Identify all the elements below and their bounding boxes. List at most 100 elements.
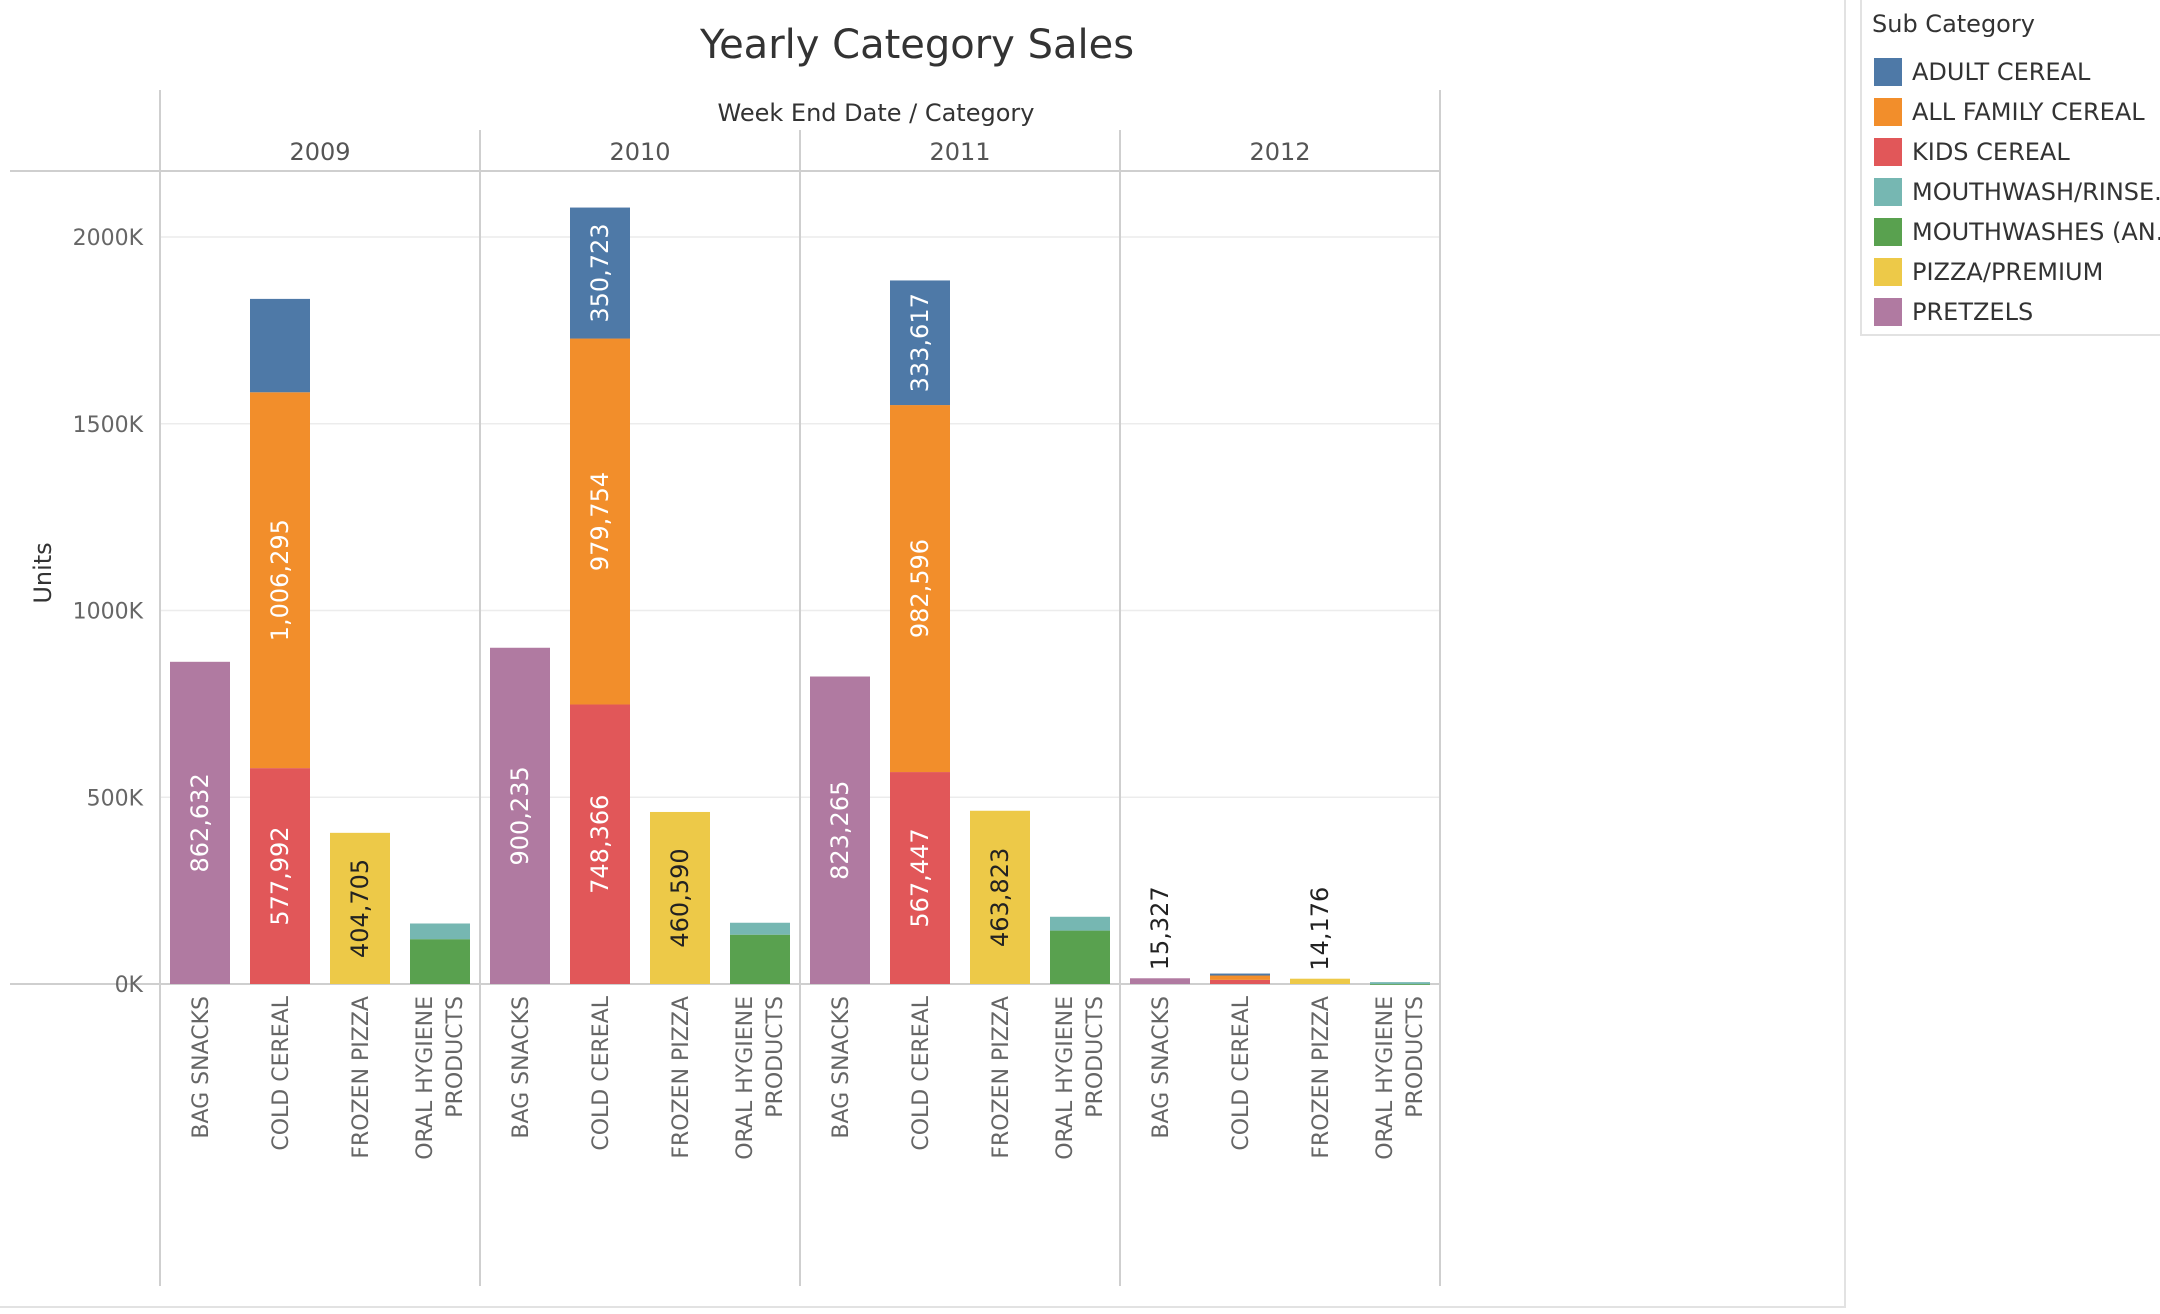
year-header: 2011 bbox=[929, 138, 990, 166]
data-label: 862,632 bbox=[186, 773, 214, 872]
bar-segment bbox=[410, 923, 470, 940]
year-header: 2010 bbox=[609, 138, 670, 166]
category-label: PRODUCTS bbox=[1403, 996, 1428, 1118]
chart-title: Yearly Category Sales bbox=[699, 22, 1134, 68]
legend-item[interactable]: ADULT CEREAL bbox=[1868, 56, 2160, 88]
legend-label: ADULT CEREAL bbox=[1912, 58, 2091, 86]
bar-segment bbox=[570, 704, 630, 984]
bar-segment bbox=[810, 676, 870, 984]
category-label: ORAL HYGIENE bbox=[733, 996, 758, 1160]
category-label: PRODUCTS bbox=[443, 996, 468, 1118]
category-label: BAG SNACKS bbox=[509, 996, 534, 1139]
category-label: BAG SNACKS bbox=[829, 996, 854, 1139]
category-label: BAG SNACKS bbox=[189, 996, 214, 1139]
category-label: ORAL HYGIENE bbox=[413, 996, 438, 1160]
bar-segment bbox=[1370, 982, 1430, 985]
bar-segment bbox=[410, 939, 470, 984]
legend-swatch bbox=[1874, 178, 1902, 206]
bar-segment bbox=[890, 405, 950, 773]
bar-segment bbox=[1290, 978, 1350, 984]
bar-segment bbox=[250, 392, 310, 769]
legend-item[interactable]: ALL FAMILY CEREAL bbox=[1868, 96, 2160, 128]
y-axis-label: Units bbox=[29, 542, 57, 603]
bar-segment bbox=[170, 661, 230, 984]
category-label: BAG SNACKS bbox=[1149, 996, 1174, 1139]
bar-segment bbox=[730, 934, 790, 984]
legend-item[interactable]: PRETZELS bbox=[1868, 296, 2160, 328]
bar-segment bbox=[730, 922, 790, 935]
legend-swatch bbox=[1874, 218, 1902, 246]
y-tick-label: 2000K bbox=[73, 226, 144, 251]
bar-segment bbox=[1050, 916, 1110, 931]
data-label: 567,447 bbox=[906, 828, 934, 927]
column-header: Week End Date / Category bbox=[718, 99, 1035, 127]
legend-swatch bbox=[1874, 98, 1902, 126]
bar-segment bbox=[570, 338, 630, 705]
category-label: PRODUCTS bbox=[763, 996, 788, 1118]
legend-label: KIDS CEREAL bbox=[1912, 138, 2070, 166]
category-label: FROZEN PIZZA bbox=[349, 996, 374, 1159]
chart-area: Yearly Category Sales Week End Date / Ca… bbox=[0, 0, 1846, 1308]
category-label: FROZEN PIZZA bbox=[989, 996, 1014, 1159]
data-label: 404,705 bbox=[346, 859, 374, 958]
data-label: 900,235 bbox=[506, 766, 534, 865]
bar-segment bbox=[250, 768, 310, 984]
data-label: 979,754 bbox=[586, 472, 614, 571]
bar-segment bbox=[890, 280, 950, 406]
legend-item[interactable]: MOUTHWASHES (AN.. bbox=[1868, 216, 2160, 248]
category-label: FROZEN PIZZA bbox=[669, 996, 694, 1159]
bar-segment bbox=[890, 772, 950, 984]
bar-chart: Yearly Category Sales Week End Date / Ca… bbox=[10, 22, 1441, 1286]
category-label: ORAL HYGIENE bbox=[1373, 996, 1398, 1160]
bar-segment bbox=[970, 810, 1030, 984]
data-label: 350,723 bbox=[586, 223, 614, 322]
y-tick-label: 0K bbox=[115, 973, 144, 998]
legend-title: Sub Category bbox=[1872, 10, 2035, 38]
category-label: COLD CEREAL bbox=[589, 995, 614, 1150]
legend-label: PRETZELS bbox=[1912, 298, 2034, 326]
category-label: COLD CEREAL bbox=[909, 995, 934, 1150]
legend-label: MOUTHWASH/RINSE.. bbox=[1912, 178, 2160, 206]
data-label: 1,006,295 bbox=[266, 519, 294, 641]
data-label: 982,596 bbox=[906, 539, 934, 638]
data-label: 748,366 bbox=[586, 795, 614, 894]
bar-segment bbox=[250, 298, 310, 393]
legend-swatch bbox=[1874, 258, 1902, 286]
y-tick-label: 500K bbox=[87, 786, 144, 811]
bar-segment bbox=[650, 811, 710, 984]
legend-swatch bbox=[1874, 58, 1902, 86]
legend-item[interactable]: KIDS CEREAL bbox=[1868, 136, 2160, 168]
legend: Sub Category ADULT CEREAL ALL FAMILY CERE… bbox=[1860, 0, 2160, 336]
legend-label: ALL FAMILY CEREAL bbox=[1912, 98, 2145, 126]
category-label: COLD CEREAL bbox=[269, 995, 294, 1150]
category-label: PRODUCTS bbox=[1083, 996, 1108, 1118]
category-label: FROZEN PIZZA bbox=[1309, 996, 1334, 1159]
category-label: ORAL HYGIENE bbox=[1053, 996, 1078, 1160]
year-header: 2012 bbox=[1249, 138, 1310, 166]
data-label: 463,823 bbox=[986, 848, 1014, 947]
bar-segment bbox=[1210, 973, 1270, 976]
data-label: 460,590 bbox=[666, 848, 694, 947]
y-tick-label: 1000K bbox=[73, 600, 144, 625]
legend-item[interactable]: MOUTHWASH/RINSE.. bbox=[1868, 176, 2160, 208]
data-label: 577,992 bbox=[266, 826, 294, 925]
legend-label: PIZZA/PREMIUM bbox=[1912, 258, 2104, 286]
legend-swatch bbox=[1874, 138, 1902, 166]
bar-segment bbox=[1210, 974, 1270, 980]
legend-swatch bbox=[1874, 298, 1902, 326]
legend-item[interactable]: PIZZA/PREMIUM bbox=[1868, 256, 2160, 288]
bar-segment bbox=[330, 832, 390, 984]
y-tick-label: 1500K bbox=[73, 413, 144, 438]
bar-segment bbox=[1210, 979, 1270, 984]
data-label: 333,617 bbox=[906, 293, 934, 392]
bar-segment bbox=[1050, 930, 1110, 984]
bar-segment bbox=[570, 207, 630, 339]
bar-segment bbox=[1130, 978, 1190, 984]
legend-label: MOUTHWASHES (AN.. bbox=[1912, 218, 2160, 246]
bar-segment bbox=[490, 647, 550, 984]
data-label: 823,265 bbox=[826, 781, 854, 880]
category-label: COLD CEREAL bbox=[1229, 995, 1254, 1150]
year-header: 2009 bbox=[289, 138, 350, 166]
data-label: 15,327 bbox=[1146, 886, 1174, 970]
data-label: 14,176 bbox=[1306, 887, 1334, 971]
